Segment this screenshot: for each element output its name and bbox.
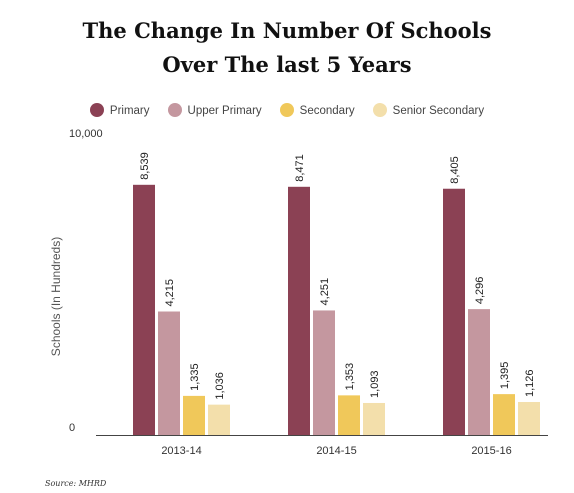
x-tick-label-2: 2015-16 <box>471 445 511 457</box>
legend-swatch-3 <box>372 103 387 117</box>
value-label-2-1: 4,296 <box>474 277 486 305</box>
value-label-2-3: 1,126 <box>524 369 536 397</box>
x-tick-label-1: 2014-15 <box>316 445 356 457</box>
y-tick-label-1: 10,000 <box>69 128 103 140</box>
legend-item-0: Primary <box>89 103 150 118</box>
bar-0-2 <box>183 395 205 435</box>
legend: Primary Upper Primary Secondary Senior Seco… <box>0 103 574 118</box>
value-label-0-2: 1,335 <box>189 363 201 391</box>
legend-label-1: Upper Primary <box>187 105 262 118</box>
value-label-1-3: 1,093 <box>369 370 381 398</box>
value-label-0-0: 8,539 <box>139 152 151 180</box>
legend-swatch-1 <box>167 103 182 117</box>
bar-0-3 <box>208 404 230 435</box>
bar-1-1 <box>313 310 335 435</box>
value-label-2-2: 1,395 <box>499 362 511 390</box>
y-axis-label: Schools (In Hundreds) <box>49 237 63 356</box>
value-label-0-1: 4,215 <box>164 279 176 307</box>
bar-2-0 <box>443 188 465 435</box>
source-note: Source: MHRD <box>45 479 107 488</box>
bar-2-2 <box>493 394 515 435</box>
legend-item-2: Secondary <box>279 103 355 118</box>
bar-1-3 <box>363 402 385 435</box>
bar-1-2 <box>338 395 360 435</box>
value-label-1-2: 1,353 <box>344 363 356 391</box>
bar-0-0 <box>133 184 155 435</box>
legend-label-2: Secondary <box>299 105 355 118</box>
value-label-0-3: 1,036 <box>214 372 226 400</box>
bar-2-3 <box>518 402 540 435</box>
bar-1-0 <box>288 186 310 435</box>
value-label-2-0: 8,405 <box>449 156 461 184</box>
legend-label-0: Primary <box>109 105 150 118</box>
y-tick-label-0: 0 <box>69 422 75 434</box>
value-label-1-1: 4,251 <box>319 278 331 306</box>
chart-title-line-1: The Change In Number Of Schools <box>82 18 492 43</box>
legend-label-3: Senior Secondary <box>392 105 485 118</box>
legend-item-3: Senior Secondary <box>372 103 485 118</box>
chart-title: The Change In Number Of Schools Over The… <box>0 14 574 82</box>
x-tick-label-0: 2013-14 <box>161 445 201 457</box>
bar-0-1 <box>158 311 180 435</box>
legend-swatch-0 <box>89 103 104 117</box>
value-label-1-0: 8,471 <box>294 154 306 182</box>
chart-title-line-2: Over The last 5 Years <box>162 52 412 77</box>
bar-2-1 <box>468 309 490 435</box>
legend-swatch-2 <box>279 103 294 117</box>
legend-item-1: Upper Primary <box>167 103 262 118</box>
